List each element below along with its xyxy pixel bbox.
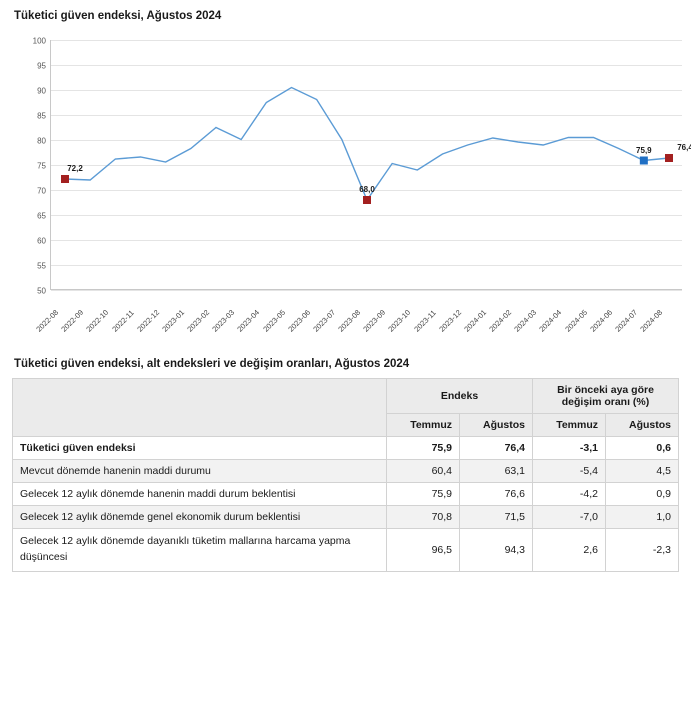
grid-line: 55 [37,262,682,271]
x-axis-tick-label: 2022-12 [134,307,161,334]
table-cell-value: -4,2 [532,482,606,506]
chart-data-marker [363,196,371,204]
consumer-confidence-chart: 50 55 60 65 70 75 80 85 90 95 100 72,2 68,0 75,9 76,4 … [10,30,691,342]
table-row-label: Gelecek 12 aylık dönemde genel ekonomik … [12,505,387,529]
table-row: Gelecek 12 aylık dönemde hanenin maddi d… [12,482,679,506]
x-axis-tick-label: 2022-08 [34,307,61,334]
table-header-endeks: Endeks [386,378,533,414]
table-cell-value: 75,9 [386,482,460,506]
x-axis-tick-label: 2023-07 [311,307,337,334]
table-cell-value: 4,5 [605,459,679,483]
x-axis-tick-label: 2023-01 [160,307,186,334]
chart-data-marker [61,175,69,183]
table-row-label: Tüketici güven endeksi [12,436,387,460]
table-cell-value: -5,4 [532,459,606,483]
x-axis-tick-label: 2023-11 [411,308,438,334]
table-row-label: Mevcut dönemde hanenin maddi durumu [12,459,387,483]
chart-data-label: 72,2 [67,164,83,173]
x-axis-tick-label: 2023-05 [260,307,287,334]
grid-line: 75 [37,162,682,171]
table-cell-value: 76,4 [459,436,533,460]
table-cell-value: 0,9 [605,482,679,506]
x-axis-tick-label: 2022-10 [84,307,111,334]
table-cell-value: 71,5 [459,505,533,529]
y-axis-tick-label: 100 [32,36,46,46]
table-cell-value: 70,8 [386,505,460,529]
table-corner-blank [12,378,387,437]
y-axis-tick-label: 55 [37,261,46,271]
y-axis-tick-label: 90 [37,86,46,96]
chart-data-marker [665,154,673,162]
y-axis-tick-label: 85 [37,111,46,121]
y-axis-tick-label: 50 [37,286,46,296]
table-row: Gelecek 12 aylık dönemde dayanıklı tüket… [12,528,679,572]
y-axis-tick-label: 60 [37,236,46,246]
x-axis-tick-label: 2024-05 [562,307,589,334]
x-axis-tick-label: 2024-03 [512,307,539,334]
x-axis-tick-label: 2024-08 [638,307,665,334]
table-subheader-endeks-temmuz: Temmuz [386,413,460,437]
x-axis-tick-label: 2024-02 [487,307,514,334]
subindices-table: Endeks Bir önceki aya göre değişim oranı… [12,378,679,572]
y-axis-tick-label: 80 [37,136,46,146]
table-cell-value: 76,6 [459,482,533,506]
x-axis-tick-label: 2022-11 [109,308,136,334]
y-axis-tick-label: 70 [37,186,46,196]
table-row: Tüketici güven endeksi 75,9 76,4 -3,1 0,6 [12,436,679,460]
grid-line: 65 [37,212,682,221]
chart-data-label: 75,9 [636,145,652,155]
x-axis-tick-label: 2024-07 [613,307,639,334]
x-axis-tick-label: 2023-04 [235,307,262,334]
table-row-label: Gelecek 12 aylık dönemde dayanıklı tüket… [12,528,387,572]
grid-line: 95 [37,62,682,71]
chart-data-label: 76,4 [677,143,691,152]
table-cell-value: 94,3 [459,528,533,572]
x-axis-tick-label: 2024-04 [537,307,564,334]
grid-line: 50 [37,287,682,296]
chart-line-series [61,86,673,204]
x-axis-tick-label: 2022-09 [59,307,86,334]
x-axis-tick-label: 2023-06 [285,307,312,334]
y-axis-tick-label: 65 [37,211,46,221]
table-subheader-change-temmuz: Temmuz [532,413,606,437]
x-axis-tick-label: 2023-02 [185,307,212,334]
table-cell-value: -7,0 [532,505,606,529]
table-cell-value: 2,6 [532,528,606,572]
table-cell-value: 96,5 [386,528,460,572]
chart-data-label: 68,0 [359,185,375,194]
grid-line: 85 [37,112,682,121]
table-cell-value: 75,9 [386,436,460,460]
table-cell-value: -3,1 [532,436,606,460]
table-title: Tüketici güven endeksi, alt endeksleri v… [14,358,410,370]
x-axis-tick-label: 2023-03 [210,307,237,334]
chart-data-marker [639,156,648,165]
x-axis-tick-label: 2023-09 [361,307,388,334]
table-cell-value: 1,0 [605,505,679,529]
table-row: Mevcut dönemde hanenin maddi durumu 60,4 6… [12,459,679,483]
table-cell-value: 60,4 [386,459,460,483]
chart-title: Tüketici güven endeksi, Ağustos 2024 [14,10,222,22]
table-subheader-change-agustos: Ağustos [605,413,679,437]
table-subheader-endeks-agustos: Ağustos [459,413,533,437]
x-axis-tick-label: 2023-08 [336,307,363,334]
table-row-label: Gelecek 12 aylık dönemde hanenin maddi d… [12,482,387,506]
table-header-change: Bir önceki aya göre değişim oranı (%) [532,378,679,414]
grid-line: 90 [37,87,682,96]
table-row: Gelecek 12 aylık dönemde genel ekonomik … [12,505,679,529]
chart-plot-area: 50 55 60 65 70 75 80 85 90 95 100 72,2 68,0 75,9 76,4 [33,37,691,296]
y-axis-tick-label: 95 [37,61,46,71]
x-axis-tick-label: 2023-12 [436,307,463,334]
grid-line: 60 [37,237,682,246]
table-cell-value: 0,6 [605,436,679,460]
table-cell-value: 63,1 [459,459,533,483]
grid-line: 100 [33,37,682,46]
x-axis-tick-label: 2024-01 [462,307,488,334]
x-axis-tick-label: 2024-06 [587,307,614,334]
x-axis-tick-labels: 2022-08 2022-09 2022-10 2022-11 2022-12 2023-… [34,292,682,342]
grid-line: 70 [37,187,682,196]
grid-line: 80 [37,137,682,146]
table-cell-value: -2,3 [605,528,679,572]
x-axis-tick-label: 2023-10 [386,307,413,334]
y-axis-tick-label: 75 [37,161,46,171]
